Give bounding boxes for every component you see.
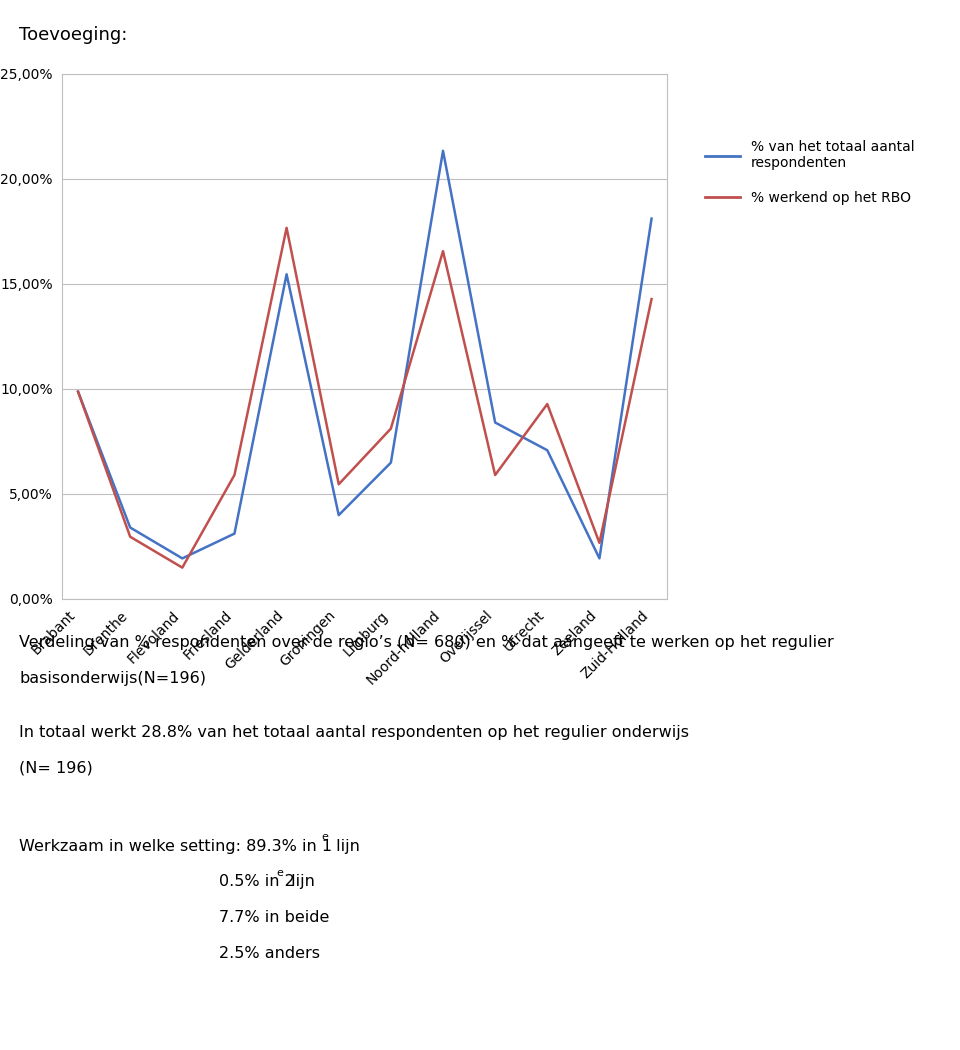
Text: basisonderwijs(N=196): basisonderwijs(N=196) — [19, 671, 206, 686]
Legend: % van het totaal aantal
respondenten, % werkend op het RBO: % van het totaal aantal respondenten, % … — [698, 133, 922, 212]
Text: lijn: lijn — [331, 839, 360, 854]
Text: 0.5% in 2: 0.5% in 2 — [219, 875, 295, 889]
Text: 2.5% anders: 2.5% anders — [219, 946, 320, 961]
Text: lijn: lijn — [286, 875, 315, 889]
Text: 7.7% in beide: 7.7% in beide — [219, 910, 329, 925]
Text: In totaal werkt 28.8% van het totaal aantal respondenten op het regulier onderwi: In totaal werkt 28.8% van het totaal aan… — [19, 724, 689, 739]
Text: (N= 196): (N= 196) — [19, 760, 93, 775]
Text: e: e — [322, 833, 328, 842]
Text: Werkzaam in welke setting: 89.3% in 1: Werkzaam in welke setting: 89.3% in 1 — [19, 839, 332, 854]
Text: e: e — [276, 868, 283, 878]
Text: Verdeling van % respondenten over de regio’s (N= 680) en % dat aangeeft te werke: Verdeling van % respondenten over de reg… — [19, 635, 834, 650]
Text: Toevoeging:: Toevoeging: — [19, 26, 128, 44]
